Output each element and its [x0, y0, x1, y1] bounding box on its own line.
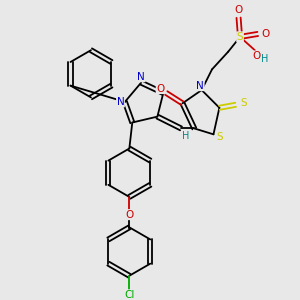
Text: O: O — [252, 51, 260, 61]
Text: S: S — [216, 132, 223, 142]
Text: O: O — [156, 84, 164, 94]
Text: Cl: Cl — [124, 290, 134, 300]
Text: N: N — [196, 81, 204, 91]
Text: O: O — [125, 210, 134, 220]
Text: N: N — [137, 72, 145, 82]
Text: H: H — [182, 131, 189, 141]
Text: S: S — [240, 98, 247, 108]
Text: O: O — [234, 5, 243, 15]
Text: H: H — [262, 54, 269, 64]
Text: N: N — [117, 97, 124, 107]
Text: S: S — [237, 32, 243, 42]
Text: O: O — [261, 29, 269, 39]
